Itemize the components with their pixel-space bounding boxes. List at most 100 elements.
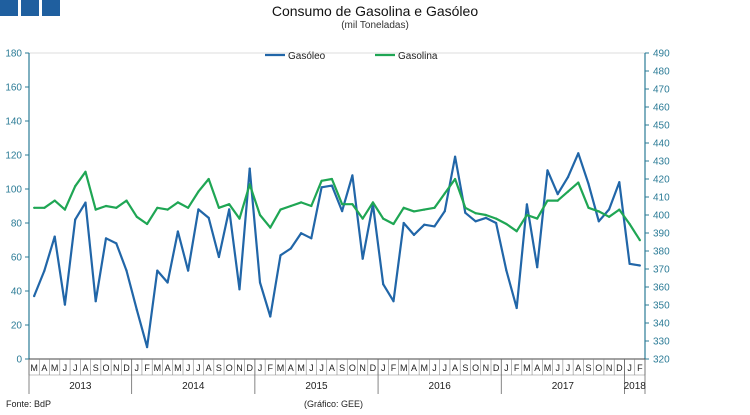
left-axis-tick-label: 100: [5, 185, 22, 196]
data-point-gasoleo: [207, 216, 210, 219]
right-axis-tick-label: 450: [653, 121, 670, 132]
data-point-gasolina: [433, 206, 436, 209]
data-point-gasoleo: [279, 254, 282, 257]
right-axis-tick-label: 440: [653, 139, 670, 150]
data-point-gasolina: [166, 208, 169, 211]
right-axis-tick-label: 330: [653, 337, 670, 348]
right-axis-tick-label: 480: [653, 67, 670, 78]
legend-label-gasoleo: Gasóleo: [288, 51, 326, 62]
data-point-gasolina: [361, 217, 364, 220]
month-tick-label: O: [595, 363, 602, 373]
month-tick-label: A: [329, 363, 335, 373]
year-tick-label: 2015: [305, 381, 328, 392]
data-point-gasoleo: [94, 300, 97, 303]
month-tick-label: A: [452, 363, 458, 373]
data-point-gasoleo: [597, 220, 600, 223]
data-point-gasoleo: [176, 230, 179, 233]
data-point-gasolina: [310, 204, 313, 208]
right-axis-tick-label: 370: [653, 265, 670, 276]
data-point-gasoleo: [145, 346, 149, 349]
month-tick-label: O: [102, 363, 109, 373]
data-point-gasolina: [536, 217, 539, 220]
right-axis-tick-label: 430: [653, 157, 670, 168]
data-point-gasolina: [556, 199, 559, 202]
month-tick-label: F: [268, 363, 274, 373]
month-tick-label: J: [73, 363, 78, 373]
data-point-gasoleo: [464, 211, 467, 214]
month-tick-label: D: [493, 363, 500, 373]
month-tick-label: M: [51, 363, 59, 373]
month-tick-label: D: [246, 363, 253, 373]
right-axis-tick-label: 470: [653, 85, 670, 96]
right-axis-tick-label: 320: [653, 355, 670, 366]
data-point-gasolina: [207, 177, 210, 181]
month-tick-label: J: [627, 363, 632, 373]
logo-square-2: [21, 0, 39, 16]
data-point-gasoleo: [341, 210, 344, 213]
year-tick-label: 2014: [182, 381, 205, 392]
chart-title: Consumo de Gasolina e Gasóleo: [271, 3, 479, 19]
data-point-gasolina: [566, 190, 570, 193]
month-tick-label: M: [174, 363, 182, 373]
data-point-gasoleo: [156, 269, 159, 272]
right-axis-tick-label: 390: [653, 229, 670, 240]
data-point-gasoleo: [104, 237, 108, 240]
data-point-gasolina: [84, 170, 87, 173]
right-axis-tick-label: 350: [653, 301, 670, 312]
data-point-gasoleo: [238, 288, 241, 291]
month-tick-label: A: [206, 363, 212, 373]
data-point-gasoleo: [53, 235, 56, 238]
data-point-gasolina: [351, 203, 354, 206]
month-tick-label: O: [349, 363, 356, 373]
month-tick-label: A: [288, 363, 294, 373]
left-axis-tick-label: 180: [5, 49, 22, 60]
plot-area: [28, 52, 646, 360]
month-tick-label: F: [391, 363, 397, 373]
data-point-gasolina: [628, 222, 631, 226]
data-point-gasoleo: [135, 308, 138, 311]
data-point-gasolina: [228, 203, 231, 206]
data-point-gasolina: [156, 206, 159, 209]
year-tick-label: 2016: [429, 381, 452, 392]
data-point-gasoleo: [546, 169, 549, 172]
data-point-gasolina: [618, 208, 621, 211]
data-point-gasolina: [217, 206, 221, 209]
month-tick-label: S: [216, 363, 222, 373]
data-point-gasoleo: [310, 237, 313, 240]
gridlines: [28, 52, 646, 360]
month-tick-label: J: [196, 363, 201, 373]
data-point-gasolina: [135, 215, 138, 218]
month-tick-label: J: [63, 363, 68, 373]
data-point-gasoleo: [289, 247, 292, 250]
data-point-gasoleo: [628, 262, 631, 265]
data-point-gasolina: [638, 239, 641, 242]
data-point-gasolina: [525, 213, 529, 217]
month-tick-label: D: [370, 363, 377, 373]
left-axis-tick-label: 60: [11, 253, 23, 264]
logo-square-1: [0, 0, 18, 16]
data-point-gasolina: [505, 222, 508, 226]
month-tick-label: M: [277, 363, 285, 373]
data-point-gasoleo: [299, 232, 303, 235]
left-axis-tick-label: 0: [16, 355, 22, 366]
right-axis-tick-label: 360: [653, 283, 670, 294]
data-point-gasolina: [115, 206, 118, 209]
month-tick-label: A: [41, 363, 47, 373]
data-point-gasolina: [238, 217, 241, 220]
legend: Gasóleo Gasolina: [265, 51, 438, 62]
data-point-gasoleo: [187, 269, 190, 272]
axes: 0 20 40 60 80 100 120 140 160 180 320 330 340 350 360 3…: [5, 49, 670, 394]
data-point-gasolina: [546, 199, 549, 202]
month-tick-label: A: [575, 363, 581, 373]
month-tick-label: J: [309, 363, 314, 373]
data-point-gasoleo: [84, 201, 87, 204]
data-point-gasoleo: [320, 186, 323, 189]
data-point-gasolina: [341, 203, 344, 206]
month-tick-label: N: [359, 363, 366, 373]
month-tick-label: N: [483, 363, 490, 373]
footer-credit: (Gráfico: GEE): [304, 399, 364, 409]
data-point-gasoleo: [607, 208, 611, 211]
data-point-gasoleo: [74, 218, 77, 221]
month-tick-label: M: [297, 363, 305, 373]
year-tick-label: 2017: [552, 381, 575, 392]
